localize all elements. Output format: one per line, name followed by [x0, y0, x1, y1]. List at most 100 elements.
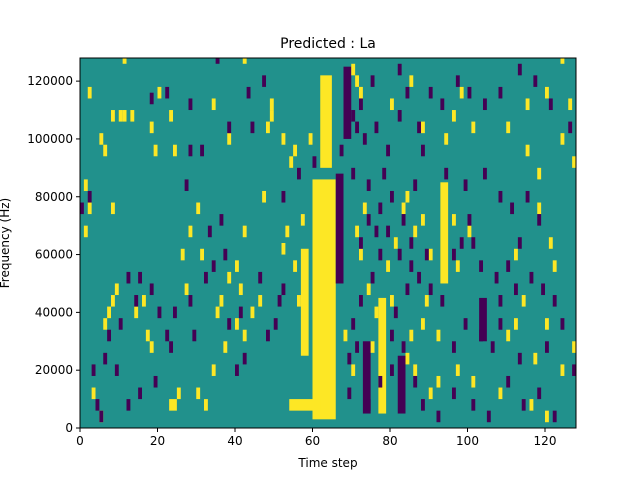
y-tick-label: 0: [65, 421, 73, 435]
heatmap-cell-high: [211, 98, 216, 111]
heatmap-cell-low: [87, 190, 92, 203]
heatmap-cell-low: [238, 306, 243, 319]
heatmap-cell-high: [235, 318, 239, 330]
heatmap-cell-low: [463, 318, 468, 330]
heatmap-cell-low: [506, 260, 511, 272]
heatmap-cell-high: [560, 364, 565, 376]
heatmap-cell-low: [126, 271, 131, 284]
heatmap-cell-low: [506, 375, 511, 388]
heatmap-cell-low: [366, 214, 371, 226]
heatmap-cell-low: [173, 306, 177, 319]
heatmap-cell-high: [242, 329, 247, 342]
heatmap-cell-high: [200, 248, 205, 261]
heatmap-cell-high: [506, 329, 511, 342]
heatmap-cell-low: [428, 86, 433, 99]
heatmap-cell-high: [471, 121, 476, 134]
heatmap-cell-high: [498, 387, 503, 400]
heatmap-cell-low: [390, 364, 394, 376]
heatmap-cell-high: [227, 133, 232, 145]
heatmap-cell-low: [351, 110, 356, 122]
heatmap-cell-low: [467, 214, 472, 226]
heatmap-cell-low: [424, 248, 429, 261]
heatmap-cell-high: [525, 144, 530, 157]
heatmap-cell-low: [390, 329, 394, 342]
heatmap-cell-low: [118, 318, 123, 330]
heatmap-cell-low: [347, 387, 352, 400]
heatmap-cell-low: [223, 248, 228, 261]
heatmap-cell-high: [436, 329, 441, 342]
x-axis-label: Time step: [297, 456, 357, 470]
heatmap-cell-low: [452, 341, 456, 353]
heatmap-cell-low: [99, 410, 104, 423]
heatmap-cell-high: [405, 190, 410, 203]
heatmap-cell-high: [173, 399, 177, 411]
heatmap-cell-high: [142, 295, 146, 307]
heatmap-cell-high: [130, 110, 135, 122]
heatmap-cell-low: [242, 352, 247, 365]
heatmap-cell-high: [107, 306, 112, 319]
y-tick-label: 40000: [35, 305, 73, 319]
heatmap-cell-high: [242, 58, 247, 64]
heatmap-cell-low: [258, 271, 263, 284]
heatmap-cell-high: [359, 248, 363, 261]
heatmap-cell-high: [459, 86, 464, 99]
heatmap-cell-high: [343, 329, 348, 342]
heatmap-cell-low: [498, 318, 503, 330]
heatmap-cell-high: [153, 144, 158, 157]
heatmap-cell-high: [281, 133, 286, 145]
heatmap-cell-high: [413, 225, 418, 238]
heatmap-cell-low: [335, 173, 344, 284]
heatmap-cell-low: [525, 190, 530, 203]
heatmap-cell-high: [157, 86, 162, 99]
heatmap-cell-low: [517, 352, 522, 365]
heatmap-cell-low: [262, 75, 267, 87]
heatmap-cell-high: [293, 144, 298, 157]
heatmap-cell-high: [560, 133, 565, 145]
heatmap-cell-low: [517, 237, 522, 249]
heatmap-cell-high: [103, 144, 108, 157]
heatmap-cell-low: [386, 144, 391, 157]
heatmap-cell-low: [219, 214, 224, 226]
heatmap-cell-low: [397, 248, 402, 261]
heatmap-cell-low: [463, 179, 468, 191]
heatmap-cell-low: [359, 237, 363, 249]
heatmap-cell-low: [355, 341, 360, 353]
heatmap-cell-high: [149, 341, 154, 353]
heatmap-cell-high: [111, 202, 115, 215]
heatmap-cell-low: [494, 271, 499, 284]
heatmap-cell-low: [297, 167, 301, 180]
heatmap-cell-high: [409, 329, 414, 342]
heatmap-cell-high: [269, 110, 274, 122]
heatmap-cell-high: [258, 295, 263, 307]
heatmap-cell-low: [165, 329, 170, 342]
heatmap-cell-high: [568, 98, 573, 111]
heatmap-cell-low: [378, 248, 383, 261]
chart-title: Predicted : La: [280, 36, 376, 52]
heatmap-cell-high: [111, 295, 115, 307]
heatmap-cell-high: [440, 182, 449, 284]
heatmap-cell-high: [103, 318, 108, 330]
heatmap-cell-low: [188, 144, 193, 157]
heatmap-cell-high: [455, 364, 460, 376]
heatmap-cell-low: [91, 364, 96, 376]
heatmap-cell-high: [421, 214, 425, 226]
heatmap-cell-low: [541, 283, 546, 296]
heatmap-cell-low: [397, 355, 406, 414]
heatmap-cell-high: [308, 133, 313, 145]
heatmap-cell-low: [370, 75, 375, 87]
heatmap-cell-high: [219, 295, 224, 307]
heatmap-cell-high: [293, 260, 298, 272]
heatmap-cell-low: [401, 341, 406, 353]
heatmap-cell-high: [300, 214, 305, 226]
heatmap-cell-high: [374, 306, 379, 319]
heatmap-cell-high: [184, 283, 189, 296]
heatmap-cell-low: [440, 295, 445, 307]
heatmap-cell-low: [382, 167, 387, 180]
heatmap-cell-high: [285, 225, 290, 238]
heatmap-cell-low: [184, 179, 189, 191]
heatmap-cell-high: [235, 260, 239, 272]
heatmap-cell-low: [149, 283, 154, 296]
heatmap-cell-low: [409, 237, 414, 249]
heatmap-cell-low: [548, 98, 553, 111]
x-tick-label: 40: [227, 434, 242, 448]
